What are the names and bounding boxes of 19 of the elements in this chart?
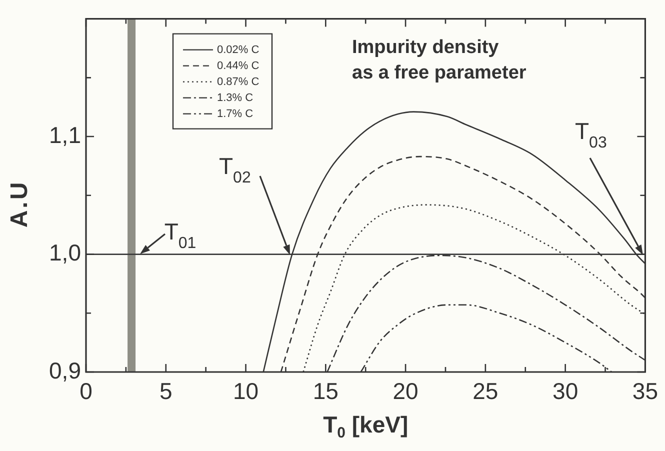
legend-label: 1.7% C — [217, 108, 254, 120]
y-axis-title: A.U — [6, 180, 33, 228]
legend-label: 1.3% C — [217, 92, 254, 104]
y-tick-label: 1,1 — [49, 122, 81, 148]
x-tick-label: 30 — [552, 378, 578, 404]
legend-label: 0.87% C — [217, 76, 260, 88]
x-tick-label: 15 — [312, 378, 338, 404]
y-tick-label: 1,0 — [49, 240, 81, 266]
x-tick-label: 5 — [159, 378, 172, 404]
x-axis-title: T$_{0}$ [keV] — [323, 412, 408, 442]
x-tick-label: 25 — [472, 378, 498, 404]
x-tick-label: 35 — [632, 378, 658, 404]
legend-label: 0.44% C — [217, 60, 260, 72]
x-tick-label: 20 — [392, 378, 418, 404]
x-tick-label: 0 — [80, 378, 92, 404]
x-tick-label: 10 — [232, 378, 259, 404]
annotation: Impurity density as a free parameter — [352, 36, 527, 84]
legend-label: 0.02% C — [217, 44, 260, 56]
y-tick-label: 0,9 — [49, 357, 81, 384]
